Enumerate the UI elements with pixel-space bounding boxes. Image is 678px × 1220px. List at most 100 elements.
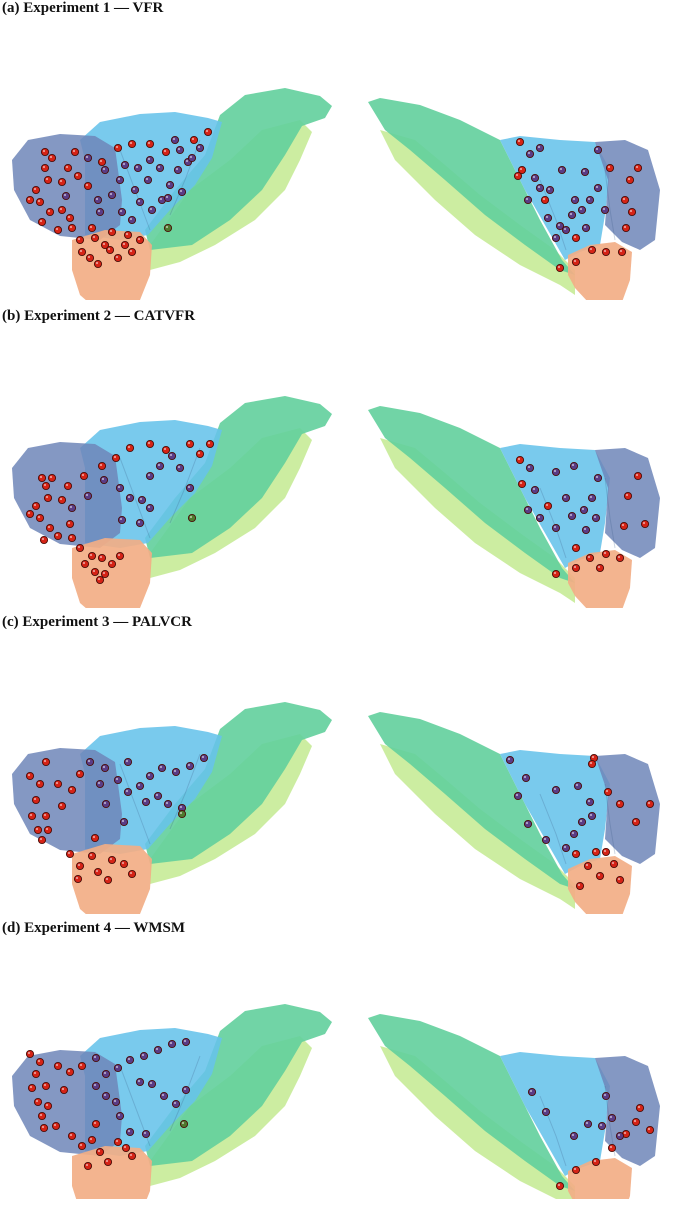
electrode-dot <box>577 205 587 215</box>
electrode-dot <box>27 811 37 821</box>
electrode-highlight <box>515 793 519 797</box>
sulcus-line <box>604 477 616 549</box>
electrode-dot <box>640 519 650 529</box>
electrode-dot <box>195 449 205 459</box>
electrode-highlight <box>147 141 151 145</box>
electrode-highlight <box>637 1105 641 1109</box>
electrode-highlight <box>179 805 183 809</box>
electrode-dot <box>505 755 515 765</box>
electrode-highlight <box>187 441 191 445</box>
electrode-highlight <box>573 235 577 239</box>
electrode-dot <box>117 515 127 525</box>
electrode-dot <box>135 781 145 791</box>
electrode-highlight <box>97 577 101 581</box>
electrode-dot <box>591 1157 601 1167</box>
electrode-highlight <box>587 197 591 201</box>
electrode-dot <box>551 233 561 243</box>
electrode-highlight <box>53 1123 57 1127</box>
electrode-highlight <box>205 129 209 133</box>
electrode-dot <box>555 263 565 273</box>
electrode-dot <box>579 505 589 515</box>
electrode-dot <box>63 163 73 173</box>
electrode-highlight <box>187 485 191 489</box>
electrode-highlight <box>95 869 99 873</box>
electrode-dot <box>517 479 527 489</box>
electrodes <box>25 753 655 891</box>
electrode-highlight <box>582 169 586 173</box>
electrode-highlight <box>65 483 69 487</box>
electrode-highlight <box>39 1113 43 1117</box>
electrode-dot <box>561 493 571 503</box>
electrode-highlight <box>129 1153 133 1157</box>
electrode-dot <box>115 1111 125 1121</box>
electrode-highlight <box>33 187 37 191</box>
electrode-dot <box>513 171 523 181</box>
electrode-highlight <box>121 861 125 865</box>
electrode-highlight <box>77 237 81 241</box>
electrode-dot <box>631 817 641 827</box>
electrode-dot <box>185 483 195 493</box>
electrode-dot <box>535 183 545 193</box>
electrode-dot <box>605 163 615 173</box>
electrode-highlight <box>575 783 579 787</box>
electrode-highlight <box>117 1113 121 1117</box>
electrode-highlight <box>543 837 547 841</box>
electrode-highlight <box>527 151 531 155</box>
electrode-dot <box>585 553 595 563</box>
electrode-dot <box>541 1107 551 1117</box>
electrode-highlight <box>41 537 45 541</box>
electrode-highlight <box>79 1143 83 1147</box>
electrode-highlight <box>629 209 633 213</box>
electrode-highlight <box>183 1039 187 1043</box>
electrode-highlight <box>33 503 37 507</box>
electrode-highlight <box>589 761 593 765</box>
electrode-highlight <box>165 801 169 805</box>
electrode-highlight <box>149 207 153 211</box>
electrode-dot <box>177 809 187 819</box>
electrode-dot <box>555 221 565 231</box>
electrode-highlight <box>553 571 557 575</box>
lobe-green <box>368 1014 575 1191</box>
electrode-highlight <box>113 1099 117 1103</box>
electrode-dot <box>33 825 43 835</box>
electrode-highlight <box>137 783 141 787</box>
electrode-dot <box>101 799 111 809</box>
electrode-dot <box>580 167 590 177</box>
electrode-dot <box>93 195 103 205</box>
electrode-highlight <box>129 871 133 875</box>
lobe-orange <box>72 230 152 300</box>
electrode-highlight <box>129 217 133 221</box>
electrode-highlight <box>185 159 189 163</box>
electrode-dot <box>47 153 57 163</box>
electrode-dot <box>111 1097 121 1107</box>
electrode-highlight <box>97 1149 101 1153</box>
electrode-highlight <box>537 145 541 149</box>
electrode-dot <box>35 197 45 207</box>
electrode-dot <box>645 799 655 809</box>
electrode-dot <box>141 797 151 807</box>
lobe-dark-blue <box>12 442 122 548</box>
brain-diagram <box>12 396 660 608</box>
electrode-highlight <box>85 1163 89 1167</box>
electrode-highlight <box>59 179 63 183</box>
electrode-highlight <box>49 475 53 479</box>
electrode-highlight <box>201 755 205 759</box>
electrode-highlight <box>611 861 615 865</box>
left-hemisphere <box>12 396 332 608</box>
electrode-dot <box>31 185 41 195</box>
right-hemisphere <box>368 1014 660 1199</box>
electrode-highlight <box>179 811 183 815</box>
electrode-highlight <box>542 197 546 201</box>
electrode-dot <box>65 849 75 859</box>
electrode-dot <box>517 165 527 175</box>
electrode-dot <box>73 171 83 181</box>
electrode-highlight <box>67 1069 71 1073</box>
brain-diagram <box>12 1004 660 1199</box>
lobe-dark-blue <box>595 1056 660 1166</box>
electrode-dot <box>601 549 611 559</box>
electrode-dot <box>173 165 183 175</box>
electrode-highlight <box>143 799 147 803</box>
electrode-highlight <box>585 1121 589 1125</box>
electrode-dot <box>163 799 173 809</box>
electrode-highlight <box>147 473 151 477</box>
